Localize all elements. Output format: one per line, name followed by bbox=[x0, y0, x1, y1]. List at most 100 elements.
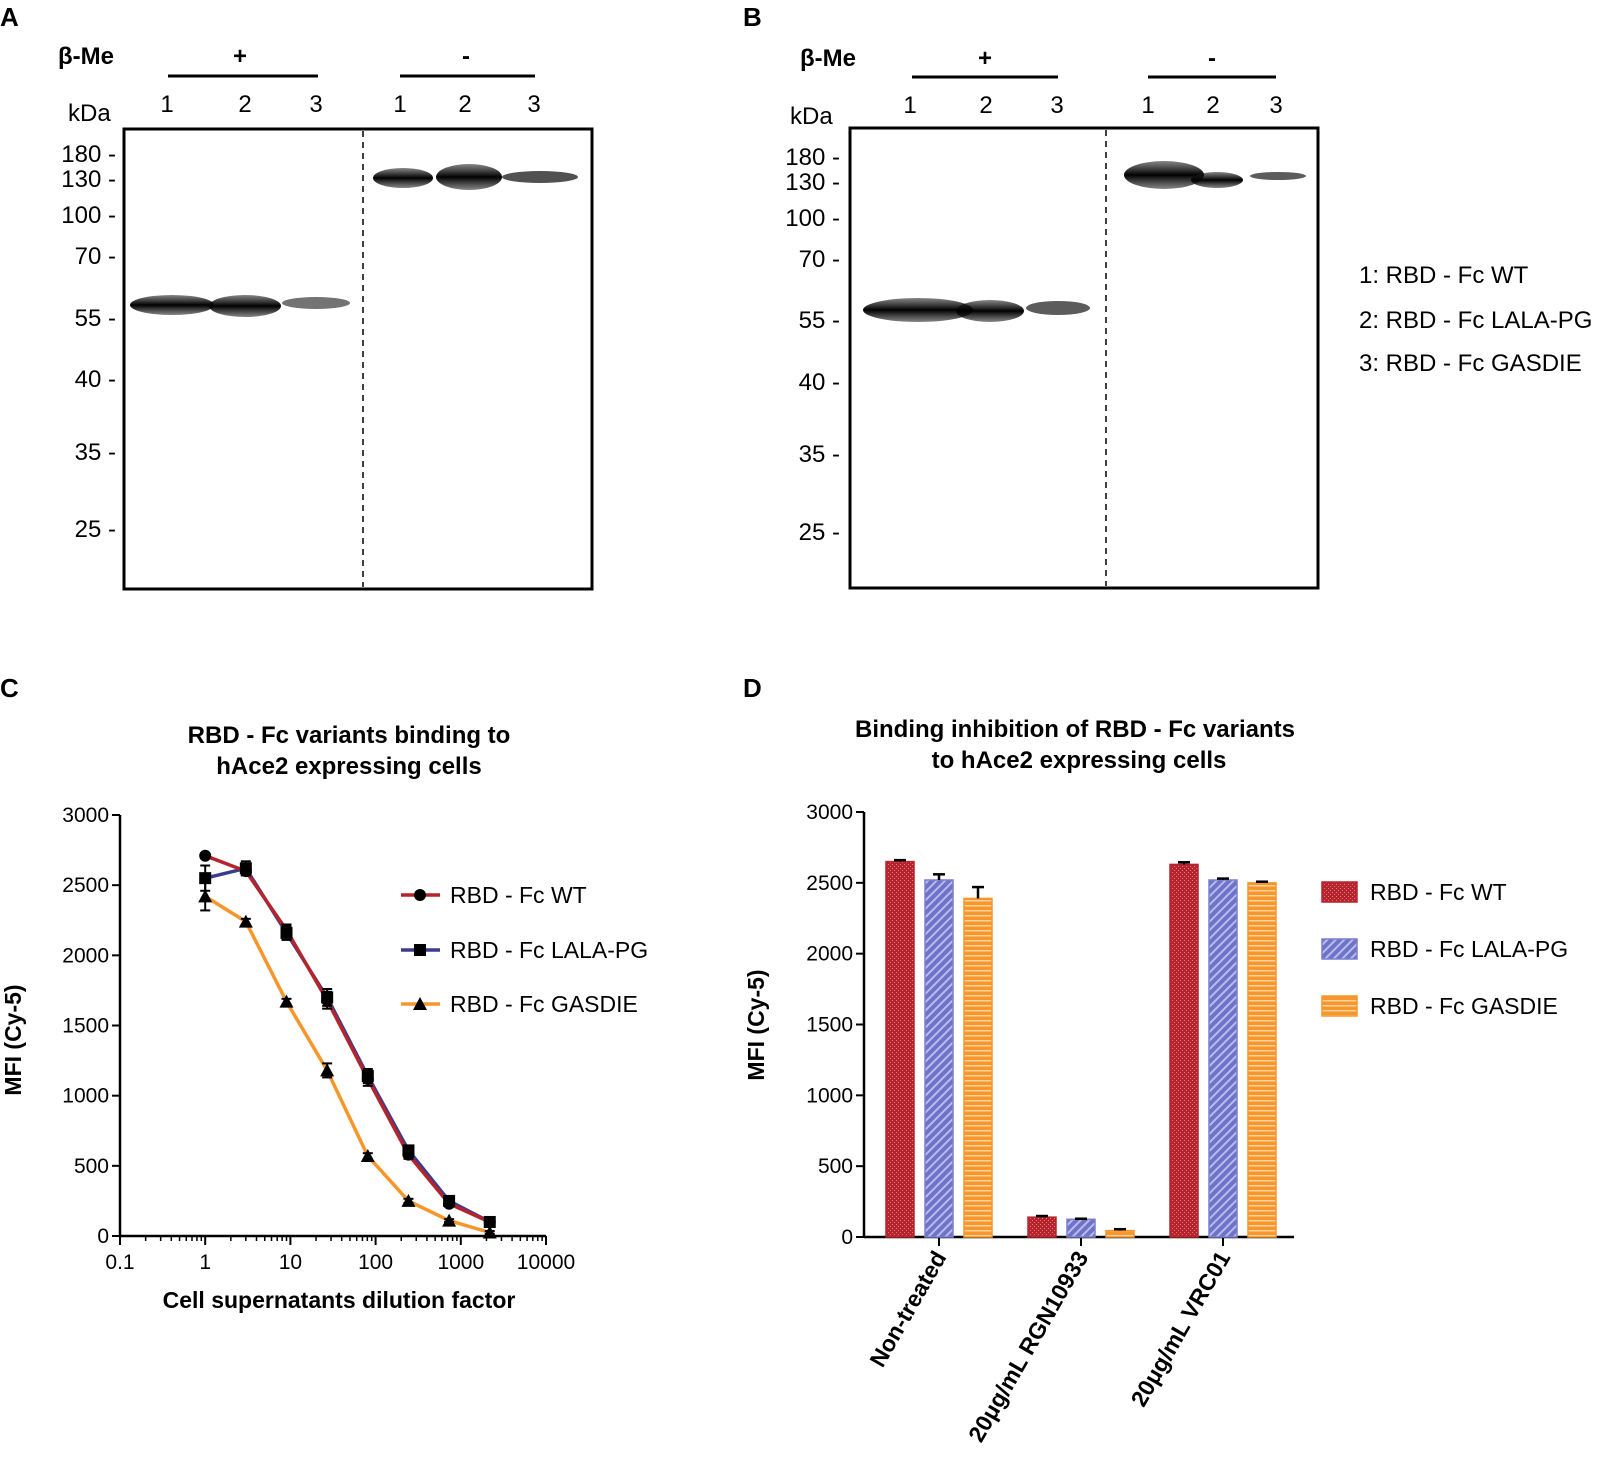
panel-a-kda-label: kDa bbox=[68, 100, 111, 127]
panel-b-blot-frame bbox=[848, 126, 1320, 590]
panel-d-letter: D bbox=[743, 673, 762, 703]
panel-c-data-point bbox=[442, 1213, 457, 1227]
panel-c-data-point bbox=[402, 1148, 415, 1161]
panel-a-band-reduced-2 bbox=[209, 295, 281, 317]
panel-c-data-point bbox=[360, 1149, 375, 1163]
panel-c-y-tick-label: 0 bbox=[97, 1225, 109, 1248]
panel-c-legend-marker-0 bbox=[414, 889, 426, 901]
panel-b-marker-70: 70 - bbox=[799, 246, 840, 273]
panel-d-bar bbox=[1027, 1216, 1057, 1238]
panel-a-lane-5: 2 bbox=[458, 91, 471, 118]
panel-c: C RBD - Fc variants binding to hAce2 exp… bbox=[0, 673, 648, 1313]
panel-c-series-line-0 bbox=[204, 854, 491, 1224]
panel-c-data-point bbox=[443, 1197, 456, 1210]
panel-c-data-point bbox=[198, 889, 213, 903]
panel-d: D Binding inhibition of RBD - Fc variant… bbox=[743, 673, 1568, 1446]
panel-b-bme-label: β-Me bbox=[800, 45, 856, 72]
panel-a-marker-25: 25 - bbox=[75, 516, 116, 543]
panel-c-x-tick-label: 10 bbox=[279, 1251, 302, 1274]
panel-a-plus-label: + bbox=[233, 43, 247, 70]
panel-d-y-tick-label: 0 bbox=[841, 1226, 853, 1249]
panel-d-category-label: 20μg/mL RGN10933 bbox=[963, 1247, 1093, 1447]
panel-c-data-point bbox=[483, 1215, 496, 1228]
panel-c-data-point bbox=[238, 914, 253, 928]
panel-c-y-tick-label: 2000 bbox=[62, 944, 109, 967]
panel-b: B β-Me + - kDa 1 2 3 1 2 3 180 - 130 - 1… bbox=[743, 2, 1592, 590]
panel-d-y-tick-label: 500 bbox=[818, 1155, 853, 1178]
panel-a-bme-label: β-Me bbox=[58, 43, 114, 70]
panel-c-legend-label-2: RBD - Fc GASDIE bbox=[450, 991, 638, 1017]
panel-a-marker-40: 40 - bbox=[75, 366, 116, 393]
panel-b-band-reduced-3 bbox=[1026, 301, 1090, 315]
panel-c-title-line2: hAce2 expressing cells bbox=[216, 753, 481, 780]
panel-d-title-line2: to hAce2 expressing cells bbox=[932, 747, 1227, 774]
panel-c-letter: C bbox=[0, 673, 19, 703]
panel-a-band-nonreduced-3 bbox=[502, 171, 578, 183]
panel-d-y-tick-label: 1500 bbox=[806, 1014, 853, 1037]
panel-c-x-tick-label: 10000 bbox=[517, 1251, 575, 1274]
panel-a-band-nonreduced-2 bbox=[436, 164, 502, 190]
panel-b-marker-180: 180 - bbox=[785, 144, 840, 171]
panel-c-data-point bbox=[361, 1072, 374, 1085]
panel-b-band-reduced-1 bbox=[863, 298, 973, 322]
panel-d-bar bbox=[1066, 1218, 1096, 1238]
panel-c-legend: RBD - Fc WT RBD - Fc LALA-PG RBD - Fc GASD… bbox=[401, 882, 648, 1017]
panel-c-series bbox=[198, 849, 497, 1239]
panel-c-y-tick-label: 1000 bbox=[62, 1085, 109, 1108]
panel-a-lane-3: 3 bbox=[309, 91, 322, 118]
panel-d-y-tick-label: 1000 bbox=[806, 1084, 853, 1107]
panel-a-marker-35: 35 - bbox=[75, 439, 116, 466]
panel-a-letter: A bbox=[0, 2, 19, 32]
panel-d-y-tick-label: 3000 bbox=[806, 801, 853, 824]
panel-b-legend-1: 1: RBD - Fc WT bbox=[1359, 262, 1529, 289]
panel-b-lane-5: 2 bbox=[1206, 92, 1219, 119]
panel-c-x-tick-label: 1000 bbox=[437, 1251, 484, 1274]
panel-a-lane-4: 1 bbox=[393, 91, 406, 118]
panel-a: A β-Me + - kDa 1 2 3 1 2 3 180 - 130 - 1… bbox=[0, 2, 594, 591]
panel-a-marker-55: 55 - bbox=[75, 305, 116, 332]
panel-b-lane-4: 1 bbox=[1141, 92, 1154, 119]
panel-a-lane-2: 2 bbox=[238, 91, 251, 118]
panel-c-data-point bbox=[199, 849, 212, 862]
panel-c-data-point bbox=[482, 1225, 497, 1239]
panel-b-legend-3: 3: RBD - Fc GASDIE bbox=[1359, 350, 1582, 377]
panel-d-bar bbox=[885, 860, 915, 1238]
panel-d-legend: RBD - Fc WT RBD - Fc LALA-PG RBD - Fc GASD… bbox=[1321, 879, 1568, 1019]
panel-d-bar bbox=[1169, 863, 1199, 1238]
panel-d-legend-swatch-0 bbox=[1321, 881, 1358, 903]
panel-c-series-line-2 bbox=[204, 894, 491, 1235]
panel-b-marker-40: 40 - bbox=[799, 369, 840, 396]
panel-d-y-tick-label: 2500 bbox=[806, 872, 853, 895]
panel-a-marker-70: 70 - bbox=[75, 243, 116, 270]
panel-c-data-point bbox=[199, 872, 212, 885]
panel-a-lane-6: 3 bbox=[527, 91, 540, 118]
panel-c-x-tick-label: 1 bbox=[199, 1251, 211, 1274]
panel-b-marker-100: 100 - bbox=[785, 205, 840, 232]
panel-d-bar bbox=[924, 879, 954, 1238]
panel-c-legend-marker-1 bbox=[414, 944, 426, 956]
panel-b-letter: B bbox=[743, 2, 762, 32]
panel-d-legend-swatch-2 bbox=[1321, 995, 1358, 1017]
panel-c-data-point bbox=[401, 1193, 416, 1207]
panel-d-bar bbox=[1208, 879, 1238, 1238]
panel-c-y-tick-label: 500 bbox=[74, 1155, 109, 1178]
panel-d-bar bbox=[963, 897, 993, 1238]
panel-d-legend-swatch-1 bbox=[1321, 938, 1358, 960]
panel-d-title-line1: Binding inhibition of RBD - Fc variants bbox=[855, 716, 1295, 743]
panel-a-band-reduced-3 bbox=[282, 297, 350, 309]
panel-b-plus-label: + bbox=[978, 45, 992, 72]
panel-d-bar bbox=[1247, 882, 1277, 1238]
panel-b-band-reduced-2 bbox=[956, 300, 1024, 322]
panel-b-lane-3: 3 bbox=[1050, 92, 1063, 119]
panel-d-category-label: Non-treated bbox=[864, 1247, 951, 1372]
panel-c-x-tick-label: 0.1 bbox=[105, 1251, 134, 1274]
panel-d-legend-label-0: RBD - Fc WT bbox=[1370, 879, 1507, 905]
panel-c-data-point bbox=[280, 924, 293, 937]
panel-b-lane-1: 1 bbox=[903, 92, 916, 119]
panel-c-x-tick-label: 100 bbox=[358, 1251, 393, 1274]
panel-b-lane-2: 2 bbox=[979, 92, 992, 119]
panel-d-y-tick-label: 2000 bbox=[806, 943, 853, 966]
panel-b-lane-6: 3 bbox=[1269, 92, 1282, 119]
panel-a-marker-100: 100 - bbox=[61, 202, 116, 229]
panel-a-marker-130: 130 - bbox=[61, 166, 116, 193]
